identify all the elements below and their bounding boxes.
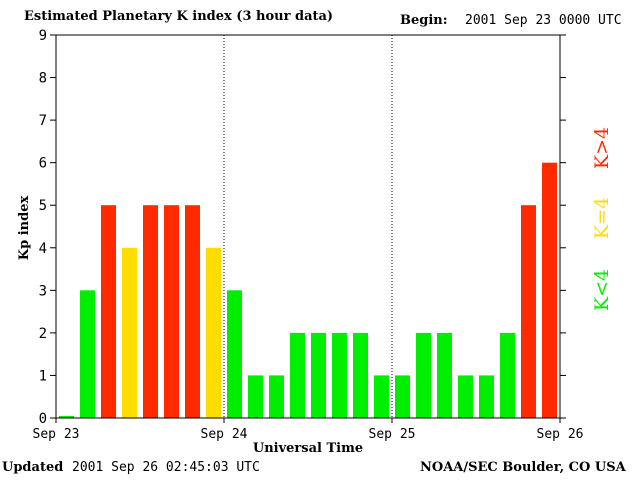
kp-bar bbox=[542, 162, 557, 418]
updated-label: Updated bbox=[2, 460, 64, 475]
y-tick-label: 2 bbox=[39, 326, 47, 342]
kp-bar bbox=[227, 290, 242, 418]
legend-high: K>4 bbox=[591, 127, 613, 169]
kp-bar bbox=[311, 332, 326, 418]
kp-bar bbox=[101, 205, 116, 418]
bars-layer bbox=[59, 162, 557, 418]
legend-low: K<4 bbox=[591, 269, 613, 311]
day-separators bbox=[223, 35, 393, 418]
plot-frame bbox=[55, 34, 561, 419]
kp-bar bbox=[269, 375, 284, 418]
kp-bar bbox=[416, 332, 431, 418]
kp-bar bbox=[458, 375, 473, 418]
kp-bar bbox=[59, 415, 74, 418]
y-ticks: 0 1 2 3 4 5 6 7 8 9 bbox=[39, 28, 566, 427]
x-tick-label: Sep 24 bbox=[201, 427, 248, 442]
y-tick-label: 6 bbox=[39, 156, 47, 172]
updated-value: 2001 Sep 26 02:45:03 UTC bbox=[72, 460, 260, 475]
kp-bar bbox=[500, 332, 515, 418]
kp-bar bbox=[248, 375, 263, 418]
y-tick-label: 9 bbox=[39, 28, 47, 44]
y-axis-label: Kp index bbox=[17, 196, 32, 261]
kp-bar bbox=[80, 290, 95, 418]
begin-label: Begin: bbox=[400, 13, 448, 28]
y-tick-label: 4 bbox=[39, 241, 47, 257]
y-tick-label: 5 bbox=[39, 198, 47, 214]
y-tick-label: 0 bbox=[39, 411, 47, 427]
chart-title: Estimated Planetary K index (3 hour data… bbox=[24, 9, 334, 24]
y-tick-label: 7 bbox=[39, 113, 47, 129]
kp-bar bbox=[332, 332, 347, 418]
kp-bar bbox=[521, 205, 536, 418]
kp-bar bbox=[479, 375, 494, 418]
y-tick-label: 3 bbox=[39, 283, 47, 299]
kp-bar bbox=[290, 332, 305, 418]
x-tick-label: Sep 23 bbox=[33, 427, 80, 442]
y-tick-label: 1 bbox=[39, 368, 47, 384]
legend-equal: K=4 bbox=[591, 197, 613, 239]
y-tick-label: 8 bbox=[39, 71, 47, 87]
begin-value: 2001 Sep 23 0000 UTC bbox=[465, 13, 622, 28]
kp-bar bbox=[143, 205, 158, 418]
kp-bar bbox=[437, 332, 452, 418]
x-tick-label: Sep 25 bbox=[369, 427, 416, 442]
kp-bar bbox=[164, 205, 179, 418]
x-axis-label: Universal Time bbox=[253, 441, 363, 456]
kp-bar bbox=[206, 247, 221, 418]
kp-bar bbox=[122, 247, 137, 418]
x-tick-label: Sep 26 bbox=[537, 427, 584, 442]
credit-text: NOAA/SEC Boulder, CO USA bbox=[420, 460, 626, 475]
kp-bar bbox=[353, 332, 368, 418]
kp-bar bbox=[395, 375, 410, 418]
axes-frame bbox=[55, 34, 561, 419]
x-ticks: Sep 23 Sep 24 Sep 25 Sep 26 bbox=[33, 418, 584, 442]
kp-bar bbox=[374, 375, 389, 418]
kp-bar bbox=[185, 205, 200, 418]
kp-index-chart: 0 1 2 3 4 5 6 7 8 9 Sep 23 Sep 24 Sep 25 Sep 26 Kp i… bbox=[17, 28, 613, 456]
